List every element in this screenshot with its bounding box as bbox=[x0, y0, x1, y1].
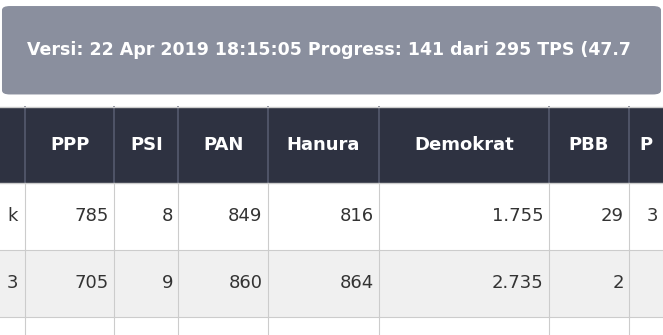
Text: 864: 864 bbox=[339, 274, 374, 292]
Bar bbox=[629, 317, 663, 335]
Text: 8: 8 bbox=[162, 207, 173, 225]
Bar bbox=[629, 183, 663, 250]
Bar bbox=[0, 317, 25, 335]
Text: 860: 860 bbox=[228, 274, 263, 292]
Text: 785: 785 bbox=[74, 207, 109, 225]
Bar bbox=[379, 107, 549, 183]
Text: 705: 705 bbox=[75, 274, 109, 292]
Bar bbox=[25, 317, 114, 335]
Text: 849: 849 bbox=[228, 207, 263, 225]
Text: PSI: PSI bbox=[130, 136, 162, 154]
Text: Demokrat: Demokrat bbox=[414, 136, 514, 154]
Bar bbox=[268, 107, 379, 183]
Bar bbox=[0, 107, 25, 183]
Text: 3: 3 bbox=[646, 207, 658, 225]
Bar bbox=[268, 250, 379, 317]
Text: PAN: PAN bbox=[203, 136, 243, 154]
Bar bbox=[25, 183, 114, 250]
Bar bbox=[114, 317, 178, 335]
Bar bbox=[629, 107, 663, 183]
Bar bbox=[379, 317, 549, 335]
Text: PPP: PPP bbox=[50, 136, 90, 154]
Bar bbox=[0, 250, 25, 317]
Bar bbox=[25, 250, 114, 317]
Bar bbox=[114, 107, 178, 183]
Text: 29: 29 bbox=[601, 207, 624, 225]
FancyBboxPatch shape bbox=[2, 6, 661, 94]
Bar bbox=[629, 250, 663, 317]
Bar bbox=[114, 250, 178, 317]
Bar bbox=[379, 250, 549, 317]
Bar bbox=[268, 317, 379, 335]
Bar bbox=[268, 183, 379, 250]
Bar bbox=[549, 250, 629, 317]
Bar bbox=[549, 183, 629, 250]
Bar bbox=[114, 183, 178, 250]
Bar bbox=[549, 107, 629, 183]
Text: P: P bbox=[640, 136, 652, 154]
Bar bbox=[0, 183, 25, 250]
Text: 816: 816 bbox=[340, 207, 374, 225]
Bar bbox=[178, 183, 268, 250]
Text: 1.755: 1.755 bbox=[492, 207, 544, 225]
Bar bbox=[549, 317, 629, 335]
Text: 9: 9 bbox=[162, 274, 173, 292]
Bar bbox=[379, 183, 549, 250]
Text: Hanura: Hanura bbox=[287, 136, 360, 154]
Bar bbox=[178, 317, 268, 335]
Text: 2: 2 bbox=[613, 274, 624, 292]
Bar bbox=[178, 107, 268, 183]
Bar bbox=[25, 107, 114, 183]
Text: k: k bbox=[7, 207, 18, 225]
Text: 2.735: 2.735 bbox=[492, 274, 544, 292]
Text: PBB: PBB bbox=[569, 136, 609, 154]
Bar bbox=[178, 250, 268, 317]
Text: Versi: 22 Apr 2019 18:15:05 Progress: 141 dari 295 TPS (47.7: Versi: 22 Apr 2019 18:15:05 Progress: 14… bbox=[27, 41, 631, 59]
Text: 3: 3 bbox=[7, 274, 19, 292]
